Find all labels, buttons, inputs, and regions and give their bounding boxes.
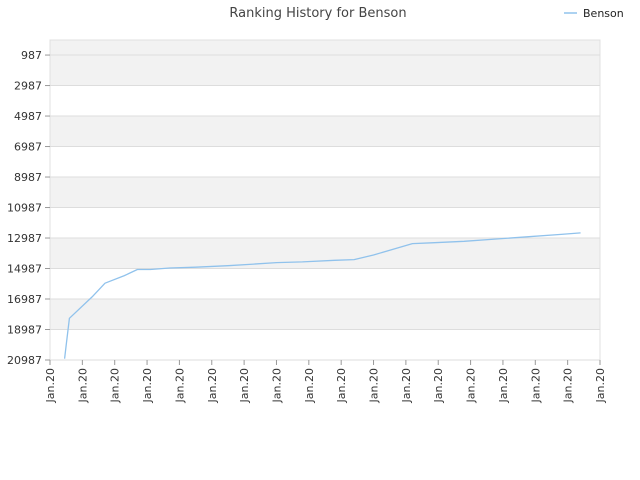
x-tick-label: Jan.20	[400, 368, 413, 403]
x-tick-label: Jan.20	[335, 368, 348, 403]
x-tick-label: Jan.20	[465, 368, 478, 403]
x-tick-label: Jan.20	[303, 368, 316, 403]
grid-band	[50, 40, 600, 56]
x-axis: Jan.20 Jan.20 Jan.20 Jan.20 Jan.20 Jan.20 Jan.…	[44, 360, 607, 403]
grid-lines	[49, 39, 601, 361]
chart-title: Ranking History for Benson	[229, 6, 406, 21]
grid-band	[50, 85, 600, 117]
y-tick-label: 18987	[7, 324, 42, 337]
x-tick-label: Jan.20	[529, 368, 542, 403]
legend-label: Benson	[583, 7, 624, 20]
series-layer	[63, 232, 581, 359]
y-tick-label: 12987	[7, 232, 42, 245]
grid-band	[50, 238, 600, 269]
y-tick-label: 20987	[7, 354, 42, 367]
grid-band	[50, 207, 600, 239]
series-line-benson	[63, 232, 581, 359]
x-tick-label: Jan.20	[270, 368, 283, 403]
grid-band	[50, 116, 600, 147]
y-tick-label: 8987	[14, 171, 42, 184]
grid-band	[50, 268, 600, 300]
x-tick-label: Jan.20	[173, 368, 186, 403]
y-tick-label: 14987	[7, 263, 42, 276]
y-tick-label: 16987	[7, 293, 42, 306]
grid-band	[50, 177, 600, 208]
grid-band	[50, 329, 600, 360]
y-tick-label: 4987	[14, 110, 42, 123]
grid-band	[50, 299, 600, 330]
y-tick-label: 10987	[7, 202, 42, 215]
x-tick-label: Jan.20	[497, 368, 510, 403]
x-tick-label: Jan.20	[141, 368, 154, 403]
y-axis: 987 2987 4987 6987 8987 10987 12987 14987 16987 1…	[7, 49, 50, 367]
grid-bands	[50, 40, 600, 360]
x-tick-label: Jan.20	[594, 368, 607, 403]
x-tick-label: Jan.20	[206, 368, 219, 403]
grid-band	[50, 146, 600, 178]
x-tick-label: Jan.20	[368, 368, 381, 403]
x-tick-label: Jan.20	[76, 368, 89, 403]
x-tick-label: Jan.20	[238, 368, 251, 403]
x-tick-label: Jan.20	[562, 368, 575, 403]
y-tick-label: 987	[21, 49, 42, 62]
grid-band	[50, 55, 600, 86]
y-tick-label: 2987	[14, 80, 42, 93]
x-tick-label: Jan.20	[432, 368, 445, 403]
y-tick-label: 6987	[14, 141, 42, 154]
x-tick-label: Jan.20	[44, 368, 57, 403]
legend[interactable]: Benson	[564, 7, 624, 20]
x-tick-label: Jan.20	[109, 368, 122, 403]
